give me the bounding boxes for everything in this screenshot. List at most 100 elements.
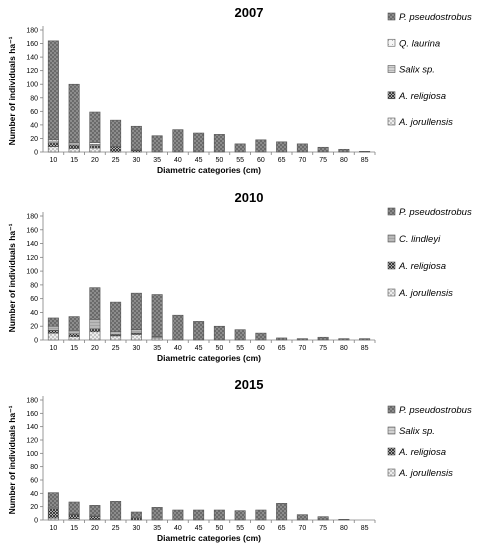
y-tick-label: 60 [30,109,38,116]
bar-p-pseudostrobus-15 [68,83,80,143]
bar-p-pseudostrobus-80 [338,148,350,153]
bar-p-pseudostrobus-70 [296,143,308,153]
y-tick-label: 100 [26,82,38,89]
y-tick-label: 160 [26,227,38,234]
y-tick-label: 60 [30,296,38,303]
x-tick-label: 25 [112,345,120,352]
bar-a-religiosa-20 [89,516,101,520]
legend-label-p-pseudostrobus: P. pseudostrobus [399,207,472,218]
legend-label-salix-sp: Salix sp. [399,426,435,437]
bar-p-pseudostrobus-25 [110,501,122,521]
bar-p-pseudostrobus-35 [151,135,163,153]
x-tick-label: 15 [70,525,78,532]
x-tick-label: 75 [319,157,327,164]
bar-p-pseudostrobus-75 [317,146,329,153]
bar-a-jorullensis-15 [68,148,80,153]
x-tick-label: 35 [153,157,161,164]
y-tick-label: 0 [34,150,38,157]
bar-p-pseudostrobus-30 [130,125,142,151]
x-tick-label: 35 [153,345,161,352]
bar-p-pseudostrobus-75 [317,516,329,521]
bar-p-pseudostrobus-45 [193,132,205,153]
y-tick-label: 20 [30,504,38,511]
y-tick-label: 0 [34,518,38,525]
bar-p-pseudostrobus-60 [255,509,267,521]
x-tick-label: 50 [215,525,223,532]
x-tick-label: 80 [340,345,348,352]
bar-p-pseudostrobus-70 [296,338,308,341]
legend-swatch-p-pseudostrobus [387,405,396,414]
x-tick-label: 75 [319,345,327,352]
legend-label-a-jorullensis: A. jorullensis [398,468,453,479]
x-axis-title: Diametric categories (cm) [157,165,261,175]
y-tick-label: 140 [26,55,38,62]
bar-a-jorullensis-20 [89,331,101,341]
x-tick-label: 85 [361,157,369,164]
y-tick-label: 80 [30,95,38,102]
bar-p-pseudostrobus-20 [89,287,101,320]
bar-p-pseudostrobus-30 [130,292,142,330]
bar-p-pseudostrobus-50 [213,509,225,521]
chart-title: 2007 [235,5,264,20]
bar-p-pseudostrobus-25 [110,119,122,147]
bar-q-laurina-20 [89,142,101,145]
bar-a-religiosa-10 [47,508,59,519]
x-tick-label: 10 [49,157,57,164]
legend-label-p-pseudostrobus: P. pseudostrobus [399,405,472,416]
x-tick-label: 50 [215,157,223,164]
bar-p-pseudostrobus-10 [47,317,59,327]
x-tick-label: 35 [153,525,161,532]
bar-a-religiosa-25 [110,146,122,153]
bar-p-pseudostrobus-55 [234,510,246,521]
legend-label-a-jorullensis: A. jorullensis [398,117,453,128]
x-tick-label: 30 [132,345,140,352]
x-tick-label: 65 [278,525,286,532]
x-tick-label: 60 [257,157,265,164]
y-tick-label: 180 [26,28,38,35]
legend-swatch-c-lindleyi [387,234,396,243]
bar-p-pseudostrobus-40 [172,314,184,341]
bar-p-pseudostrobus-80 [338,338,350,341]
x-tick-label: 70 [298,157,306,164]
y-tick-label: 20 [30,136,38,143]
x-tick-label: 55 [236,157,244,164]
y-tick-label: 120 [26,438,38,445]
bar-a-jorullensis-25 [110,335,122,341]
x-tick-label: 60 [257,525,265,532]
y-tick-label: 20 [30,324,38,331]
bar-a-religiosa-30 [130,149,142,153]
chart-2010: 2010 0 20 40 60 80 100 120 140 160 180 10 15 20 25 30 35… [7,190,472,363]
bar-p-pseudostrobus-40 [172,509,184,521]
x-tick-label: 45 [195,525,203,532]
bar-a-religiosa-15 [68,333,80,337]
bar-a-religiosa-20 [89,328,101,333]
bar-p-pseudostrobus-30 [130,511,142,519]
legend-label-q-laurina: Q. laurina [399,38,440,49]
x-tick-label: 70 [298,345,306,352]
x-tick-label: 40 [174,525,182,532]
bar-p-pseudostrobus-85 [359,338,371,341]
x-tick-label: 75 [319,525,327,532]
bar-a-jorullensis-15 [68,336,80,341]
bar-p-pseudostrobus-65 [276,141,288,153]
legend-swatch-q-laurina [387,38,396,47]
legend-label-c-lindleyi: C. lindleyi [399,234,441,245]
bar-a-jorullensis-10 [47,517,59,521]
bar-p-pseudostrobus-65 [276,503,288,521]
y-axis-title: Number of individuals ha⁻¹ [7,36,17,145]
bar-c-lindleyi-15 [68,330,80,335]
x-axis-title: Diametric categories (cm) [157,353,261,363]
bar-c-lindleyi-20 [89,319,101,330]
legend-swatch-salix-sp [387,65,396,73]
legend-label-a-religiosa: A. religiosa [398,447,446,458]
y-tick-label: 0 [34,338,38,345]
y-tick-label: 160 [26,411,38,418]
x-tick-label: 50 [215,345,223,352]
legend-swatch-p-pseudostrobus [387,207,396,216]
x-tick-label: 25 [112,157,120,164]
bar-a-jorullensis-20 [89,147,101,153]
bar-p-pseudostrobus-70 [296,514,308,521]
x-tick-label: 65 [278,157,286,164]
bar-p-pseudostrobus-20 [89,111,101,143]
